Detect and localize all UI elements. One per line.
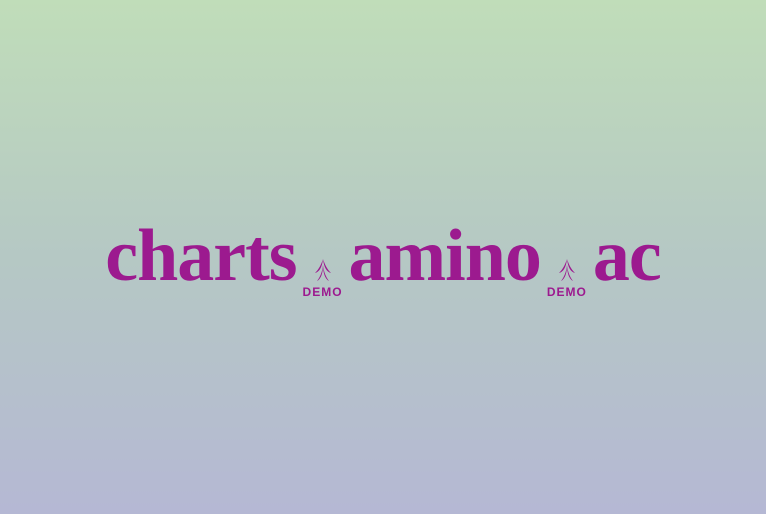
word-3: ac bbox=[593, 219, 661, 293]
word-2: amino bbox=[349, 219, 541, 293]
separator-1: DEMO bbox=[303, 257, 343, 299]
word-1: charts bbox=[105, 219, 296, 293]
leaf-ornament-icon bbox=[308, 257, 338, 283]
demo-label-2: DEMO bbox=[547, 285, 587, 299]
wordmark: charts DEMO amino DEMO ac bbox=[105, 219, 661, 296]
separator-2: DEMO bbox=[547, 257, 587, 299]
leaf-ornament-icon bbox=[552, 257, 582, 283]
demo-label-1: DEMO bbox=[303, 285, 343, 299]
